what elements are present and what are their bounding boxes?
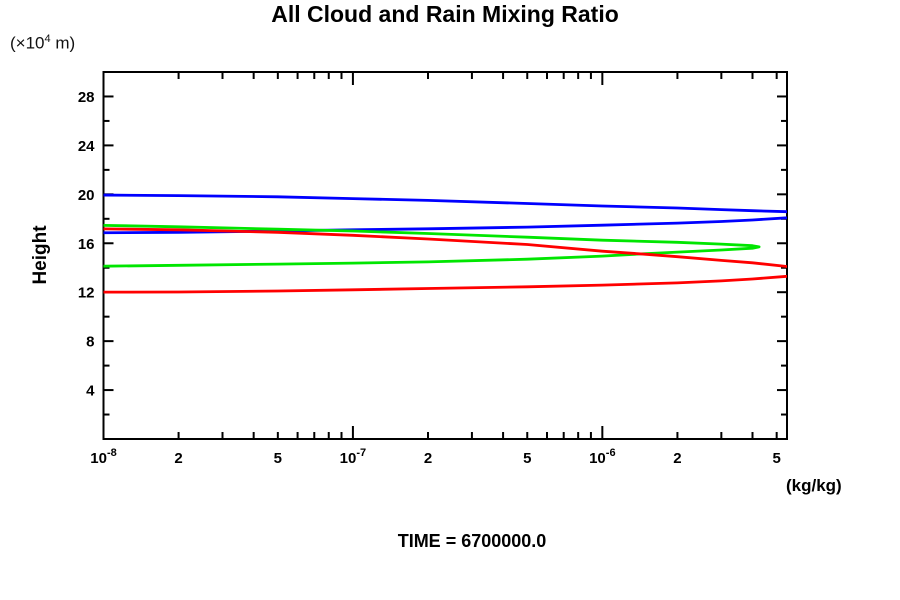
y-tick-label: 4 — [86, 383, 95, 400]
x-axis-unit-label: (kg/kg) — [786, 476, 842, 495]
y-tick-label: 12 — [78, 285, 95, 302]
y-tick-label: 24 — [78, 138, 95, 155]
plot-frame — [102, 71, 788, 440]
x-tick-label: 10-7 — [340, 447, 366, 467]
x-tick-label: 5 — [274, 450, 282, 467]
time-annotation: TIME = 6700000.0 — [397, 531, 547, 551]
x-tick-labels: 10-8 2 5 10-7 2 5 10-6 2 5 — [90, 447, 781, 467]
x-tick-label: 2 — [673, 450, 681, 467]
curve-blue — [103, 193, 787, 235]
x-tick-label: 2 — [424, 450, 432, 467]
curve-red — [103, 227, 787, 294]
y-tick-label: 8 — [86, 334, 94, 351]
x-tick-label: 10-6 — [589, 447, 615, 467]
x-tick-label: 5 — [523, 450, 531, 467]
y-tick-label: 28 — [78, 89, 95, 106]
curve-green — [103, 223, 761, 268]
x-tick-label: 2 — [174, 450, 182, 467]
y-tick-labels: 4 8 12 16 20 24 28 — [78, 89, 95, 400]
x-tick-label: 5 — [773, 450, 781, 467]
y-axis-unit-label: (×104 m) — [10, 33, 75, 54]
y-tick-label: 16 — [78, 236, 95, 253]
chart-title: All Cloud and Rain Mixing Ratio — [271, 1, 619, 27]
curves — [103, 193, 787, 294]
x-ticks — [102, 72, 778, 439]
y-axis-unit-prefix: (×10 — [10, 33, 45, 53]
y-axis-unit-exponent: 4 — [44, 33, 51, 45]
x-tick-label: 10-8 — [90, 447, 116, 467]
y-axis-unit-suffix: m) — [50, 33, 76, 53]
y-tick-label: 20 — [78, 187, 95, 204]
y-ticks — [103, 95, 787, 416]
